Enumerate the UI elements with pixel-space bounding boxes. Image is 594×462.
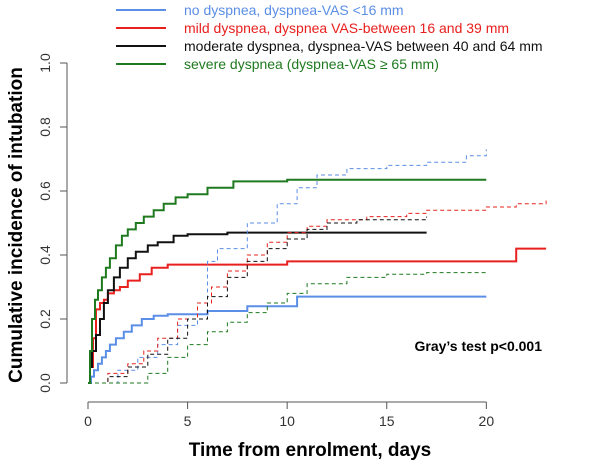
y-axis: 0.0 0.2 0.4 0.6 0.8 1.0	[37, 53, 68, 393]
x-tick-label: 10	[279, 413, 295, 429]
series-line-dashed-4	[88, 149, 487, 384]
legend-label: no dyspnea, dyspnea-VAS <16 mm	[184, 2, 404, 18]
y-tick-label: 0.6	[37, 181, 53, 201]
x-axis-title: Time from enrolment, days	[189, 440, 432, 461]
series-line-dashed-6	[88, 216, 428, 384]
x-tick-label: 5	[184, 413, 192, 429]
x-axis: 0 5 10 15 20	[84, 401, 495, 429]
series-line-dashed-5	[88, 200, 547, 384]
series-line-dashed-7	[88, 271, 487, 384]
x-tick-label: 20	[479, 413, 495, 429]
x-tick-label: 15	[379, 413, 395, 429]
y-tick-label: 1.0	[37, 53, 53, 73]
y-tick-label: 0.0	[37, 373, 53, 393]
legend-label: mild dyspnea, dyspnea VAS-between 16 and…	[184, 20, 509, 36]
series-layer	[88, 149, 547, 384]
x-tick-label: 0	[84, 413, 92, 429]
series-line-solid-3	[88, 178, 487, 384]
y-tick-label: 0.8	[37, 117, 53, 137]
legend-label: moderate dyspnea, dyspnea-VAS between 40…	[184, 38, 543, 54]
legend: no dyspnea, dyspnea-VAS <16 mm mild dyspn…	[116, 2, 543, 72]
series-line-solid-2	[88, 231, 427, 384]
y-tick-label: 0.2	[37, 309, 53, 329]
y-axis-title: Cumulative incidence of intubation	[6, 67, 27, 383]
grays-test-annotation: Gray’s test p<0.001	[414, 338, 542, 354]
legend-label: severe dyspnea (dyspnea-VAS ≥ 65 mm)	[184, 56, 439, 72]
y-tick-label: 0.4	[37, 245, 53, 265]
